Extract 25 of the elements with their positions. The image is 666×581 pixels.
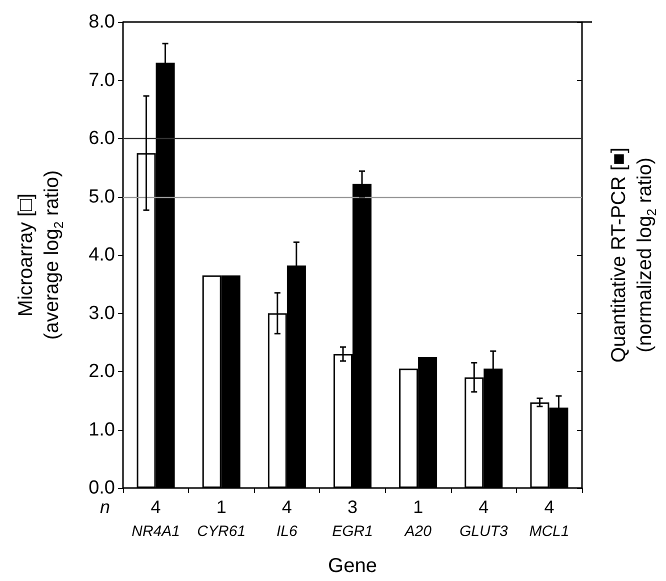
text: n xyxy=(100,497,110,517)
text: 4 xyxy=(478,497,489,517)
y-tick-label: 0.0 xyxy=(88,478,115,498)
y-tick-label: 1.0 xyxy=(88,419,115,440)
x-tick-label: GLUT3 xyxy=(459,523,508,540)
text: 1 xyxy=(413,497,424,517)
x-axis-title: Gene xyxy=(328,555,377,577)
text: 1 xyxy=(216,497,226,517)
x-tick-label: A20 xyxy=(404,523,432,540)
y-tick-label: 4.0 xyxy=(88,244,115,266)
y-tick-label: 3.0 xyxy=(88,302,115,324)
x-tick-label: CYR61 xyxy=(197,523,246,540)
x-tick-label: MCL1 xyxy=(529,523,570,540)
x-tick-label: IL6 xyxy=(276,523,298,540)
text: 3 xyxy=(347,497,358,517)
y-tick-label: 5.0 xyxy=(88,186,115,208)
y-tick-label: 6.0 xyxy=(88,128,115,149)
y-tick-label: 8.0 xyxy=(88,12,115,32)
text: 4 xyxy=(282,497,292,517)
y-tick-label: 7.0 xyxy=(88,70,115,91)
text: 4 xyxy=(150,497,161,517)
y-tick-label: 2.0 xyxy=(88,361,115,382)
x-tick-label: NR4A1 xyxy=(132,523,180,540)
text: 4 xyxy=(544,497,554,517)
x-tick-label: EGR1 xyxy=(332,523,373,540)
